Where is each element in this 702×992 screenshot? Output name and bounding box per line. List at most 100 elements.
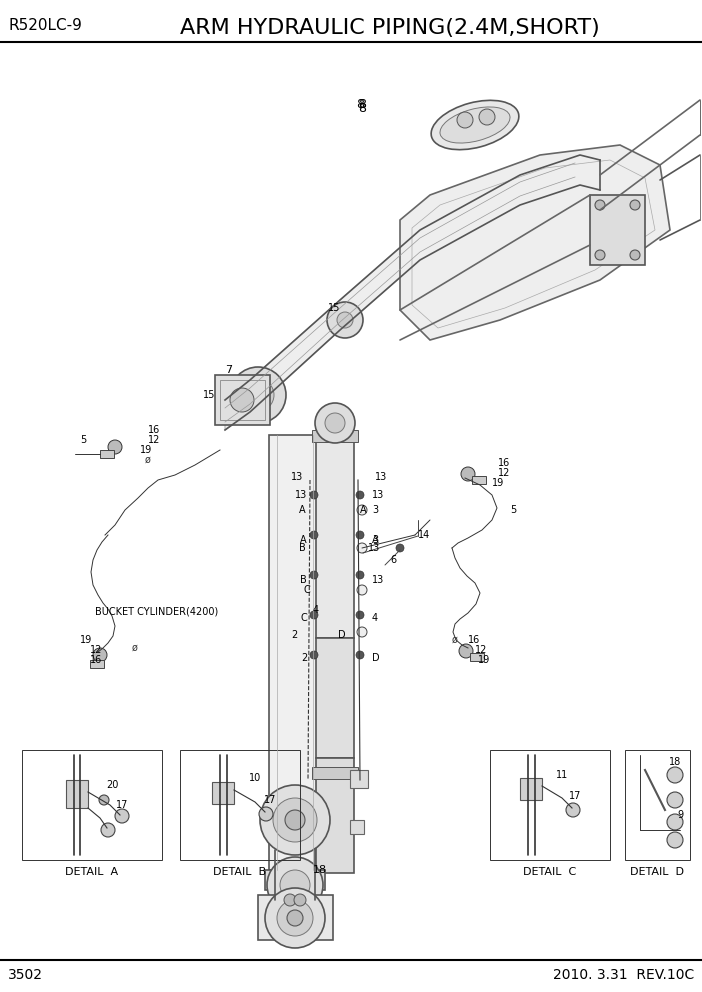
Text: A: A [372, 535, 378, 545]
Ellipse shape [440, 107, 510, 143]
Text: 20: 20 [106, 780, 118, 790]
Circle shape [284, 894, 296, 906]
Bar [269, 435, 321, 870]
Text: 17: 17 [569, 791, 581, 801]
Circle shape [461, 467, 475, 481]
Circle shape [277, 900, 313, 936]
Bar [316, 758, 354, 873]
Text: D: D [372, 653, 380, 663]
Circle shape [357, 543, 367, 553]
Circle shape [310, 651, 318, 659]
Bar [350, 770, 368, 788]
Text: 5: 5 [510, 505, 516, 515]
Circle shape [396, 544, 404, 552]
Text: B: B [300, 575, 307, 585]
Text: D: D [338, 630, 345, 640]
Circle shape [108, 440, 122, 454]
Circle shape [230, 388, 254, 412]
Bar [90, 660, 104, 668]
Circle shape [285, 810, 305, 830]
Text: 13: 13 [291, 472, 303, 482]
Text: 13: 13 [372, 575, 384, 585]
Text: 8: 8 [358, 98, 366, 111]
Text: 8: 8 [358, 101, 366, 114]
Text: 2: 2 [300, 653, 307, 663]
Text: DETAIL  A: DETAIL A [65, 867, 119, 877]
Bar [312, 767, 358, 779]
Circle shape [356, 571, 364, 579]
Text: 2: 2 [292, 630, 298, 640]
Circle shape [356, 611, 364, 619]
Bar [472, 476, 486, 484]
Circle shape [310, 531, 318, 539]
Circle shape [267, 857, 323, 913]
Text: 19: 19 [80, 635, 92, 645]
Circle shape [566, 803, 580, 817]
Circle shape [357, 627, 367, 637]
Circle shape [667, 767, 683, 783]
Text: 6: 6 [390, 555, 396, 565]
Text: 19: 19 [478, 655, 490, 665]
Bar [220, 380, 265, 420]
Text: 13: 13 [368, 543, 380, 553]
Circle shape [356, 651, 364, 659]
Circle shape [357, 505, 367, 515]
Bar [312, 430, 358, 442]
Bar [470, 653, 484, 661]
Circle shape [667, 832, 683, 848]
Text: 12: 12 [498, 468, 510, 478]
Text: A: A [300, 535, 307, 545]
Text: 14: 14 [418, 530, 430, 540]
Circle shape [93, 648, 107, 662]
Text: 7: 7 [225, 365, 232, 375]
Text: 18: 18 [313, 865, 327, 875]
Text: R520LC-9: R520LC-9 [8, 18, 82, 33]
Text: 4: 4 [372, 613, 378, 623]
Circle shape [99, 795, 109, 805]
Bar [316, 638, 354, 758]
Text: 13: 13 [375, 472, 388, 482]
Bar [316, 438, 354, 638]
Circle shape [265, 888, 325, 948]
Circle shape [252, 389, 264, 401]
Text: C: C [303, 585, 310, 595]
Circle shape [457, 112, 473, 128]
Bar [212, 782, 234, 804]
Circle shape [325, 413, 345, 433]
Bar [490, 750, 610, 860]
Circle shape [667, 792, 683, 808]
Text: 13: 13 [372, 490, 384, 500]
Text: ARM HYDRAULIC PIPING(2.4M,SHORT): ARM HYDRAULIC PIPING(2.4M,SHORT) [180, 18, 600, 38]
Text: BUCKET CYLINDER(4200): BUCKET CYLINDER(4200) [95, 607, 218, 617]
Text: 5: 5 [80, 435, 86, 445]
Polygon shape [225, 155, 600, 430]
Circle shape [667, 814, 683, 830]
Text: 12: 12 [475, 645, 487, 655]
Text: ø: ø [452, 635, 458, 645]
Text: 16: 16 [498, 458, 510, 468]
Text: 2010. 3.31  REV.10C: 2010. 3.31 REV.10C [552, 968, 694, 982]
Text: 8: 8 [356, 98, 364, 111]
Circle shape [230, 367, 286, 423]
Circle shape [259, 807, 273, 821]
Circle shape [310, 611, 318, 619]
Text: 16: 16 [148, 425, 160, 435]
Text: 4: 4 [313, 605, 319, 615]
Circle shape [630, 250, 640, 260]
Ellipse shape [431, 100, 519, 150]
Text: A: A [299, 505, 306, 515]
Text: DETAIL  D: DETAIL D [630, 867, 684, 877]
Circle shape [280, 870, 310, 900]
Text: 18: 18 [669, 757, 681, 767]
Circle shape [630, 200, 640, 210]
Circle shape [459, 644, 473, 658]
Circle shape [357, 585, 367, 595]
Text: 16: 16 [90, 655, 102, 665]
Bar [625, 750, 690, 860]
Circle shape [273, 798, 317, 842]
Text: 16: 16 [468, 635, 480, 645]
Circle shape [356, 531, 364, 539]
Bar [590, 195, 645, 265]
Bar [100, 450, 114, 458]
Text: DETAIL  B: DETAIL B [213, 867, 267, 877]
